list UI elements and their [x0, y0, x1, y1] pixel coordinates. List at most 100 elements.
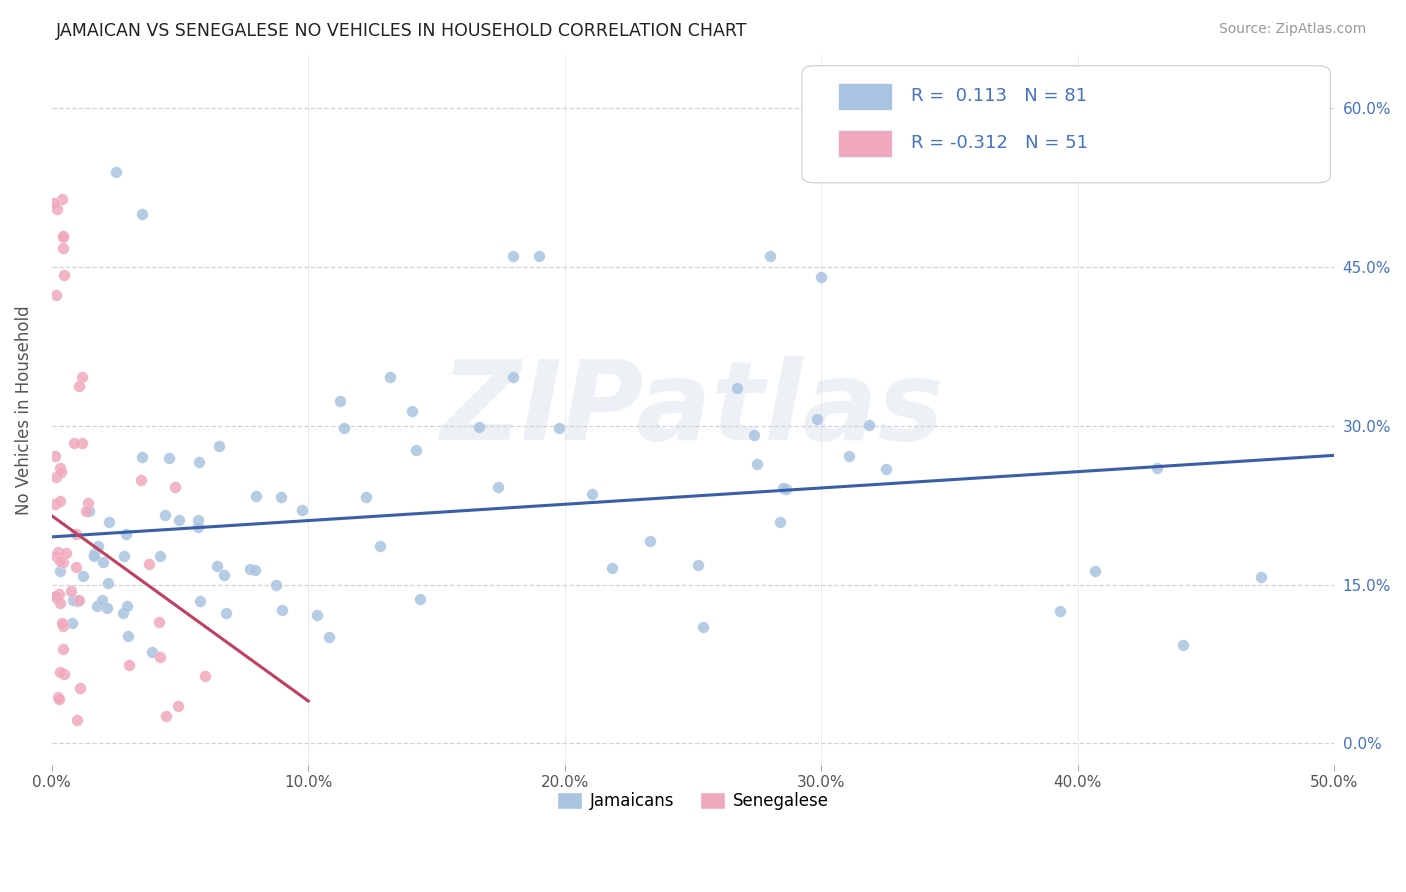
- Point: [131, 450, 153, 464]
- Point: [93, 556, 115, 570]
- Point: [72, 569, 94, 583]
- Point: [52, 642, 75, 657]
- Point: [875, 461, 897, 475]
- Point: [401, 404, 423, 418]
- Point: [115, 599, 138, 613]
- Point: [405, 442, 427, 457]
- Point: [66, 713, 89, 727]
- Point: [155, 508, 177, 522]
- Point: [51, 192, 73, 206]
- Point: [214, 568, 236, 582]
- Point: [49, 596, 72, 610]
- Point: [194, 668, 217, 682]
- Point: [49, 665, 72, 679]
- Point: [725, 381, 748, 395]
- Point: [148, 615, 170, 630]
- Point: [329, 393, 352, 408]
- Point: [52, 555, 75, 569]
- Point: [52, 268, 75, 282]
- Point: [333, 421, 356, 435]
- Legend: Jamaicans, Senegalese: Jamaicans, Senegalese: [550, 785, 835, 816]
- Point: [48, 587, 70, 601]
- Point: [245, 563, 267, 577]
- FancyBboxPatch shape: [801, 66, 1330, 183]
- Point: [157, 451, 180, 466]
- Point: [215, 606, 238, 620]
- Point: [468, 420, 491, 434]
- Point: [67, 593, 90, 607]
- Point: [187, 520, 209, 534]
- Point: [44, 497, 66, 511]
- Point: [49, 564, 72, 578]
- Point: [409, 592, 432, 607]
- Point: [266, 578, 288, 592]
- Point: [581, 487, 603, 501]
- Point: [270, 603, 292, 617]
- Point: [688, 558, 710, 572]
- Point: [66, 594, 89, 608]
- Point: [77, 496, 100, 510]
- Point: [49, 494, 72, 508]
- Point: [52, 241, 75, 255]
- Point: [44, 450, 66, 464]
- Point: [65, 526, 87, 541]
- FancyBboxPatch shape: [838, 83, 891, 110]
- Point: [104, 164, 127, 178]
- Point: [117, 629, 139, 643]
- Text: Source: ZipAtlas.com: Source: ZipAtlas.com: [1219, 22, 1367, 37]
- Point: [91, 592, 114, 607]
- Point: [118, 657, 141, 672]
- Point: [60, 615, 83, 630]
- Point: [502, 249, 524, 263]
- Point: [49, 460, 72, 475]
- Point: [72, 436, 94, 450]
- Point: [368, 539, 391, 553]
- Point: [205, 558, 228, 573]
- Point: [291, 503, 314, 517]
- Point: [52, 229, 75, 244]
- Point: [52, 229, 75, 244]
- Point: [769, 515, 792, 529]
- Point: [45, 549, 67, 563]
- Point: [46, 545, 69, 559]
- Point: [51, 616, 73, 631]
- Point: [1084, 564, 1107, 578]
- Point: [131, 207, 153, 221]
- Point: [48, 690, 70, 705]
- Point: [98, 515, 121, 529]
- Point: [548, 421, 571, 435]
- Point: [77, 504, 100, 518]
- Point: [69, 681, 91, 696]
- Point: [75, 504, 97, 518]
- Text: R = -0.312   N = 51: R = -0.312 N = 51: [911, 134, 1088, 153]
- Point: [62, 592, 84, 607]
- Point: [155, 709, 177, 723]
- Point: [245, 489, 267, 503]
- Point: [1250, 570, 1272, 584]
- Point: [1049, 604, 1071, 618]
- Point: [692, 620, 714, 634]
- Point: [772, 481, 794, 495]
- Point: [131, 474, 153, 488]
- Point: [115, 527, 138, 541]
- Point: [70, 369, 93, 384]
- Point: [239, 562, 262, 576]
- Point: [83, 549, 105, 563]
- Point: [141, 645, 163, 659]
- Point: [55, 546, 77, 560]
- Point: [806, 411, 828, 425]
- Point: [96, 575, 118, 590]
- Point: [52, 619, 75, 633]
- Point: [318, 630, 340, 644]
- Point: [86, 599, 108, 613]
- Point: [149, 650, 172, 665]
- Point: [759, 249, 782, 263]
- Point: [60, 584, 83, 599]
- Point: [1171, 638, 1194, 652]
- Point: [48, 692, 70, 706]
- Point: [83, 547, 105, 561]
- Point: [96, 600, 118, 615]
- Point: [1146, 461, 1168, 475]
- Point: [810, 270, 832, 285]
- Point: [45, 589, 67, 603]
